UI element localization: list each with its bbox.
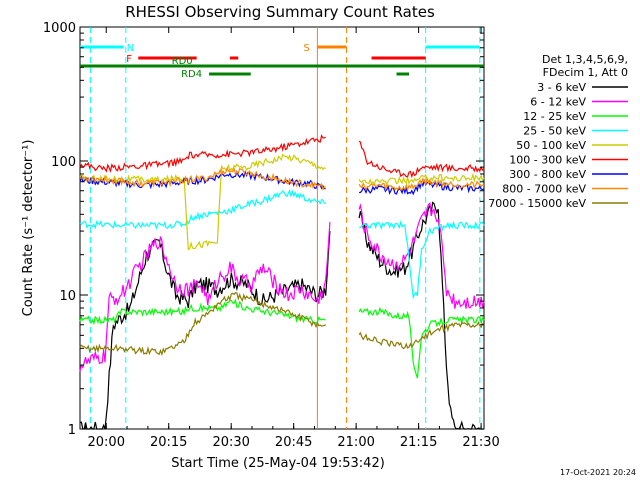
series-line-3-0 [79,189,326,231]
legend-header-1: FDecim 1, Att 0 [543,66,628,79]
legend-label-7: 800 - 7000 keV [502,183,586,196]
chart-title: RHESSI Observing Summary Count Rates [125,3,435,21]
vertical-markers [89,27,481,429]
x-tick-label-6: 21:30 [462,435,499,450]
y-axis-label: Count Rate (s⁻¹ detector⁻¹) [21,140,36,317]
series-line-2-0 [79,298,326,326]
legend-label-2: 12 - 25 keV [523,110,586,123]
legend-label-8: 7000 - 15000 keV [488,197,586,210]
x-tick-label-3: 20:45 [275,435,312,450]
x-tick-label-4: 21:00 [337,435,374,450]
series-line-7-0 [79,166,326,191]
series-line-0-0 [79,231,331,430]
series-line-8-1 [358,321,485,350]
timestamp: 17-Oct-2021 20:24 [560,468,636,477]
flag-bars: N S F RD0 RD4 [80,43,484,80]
series-line-1-1 [358,201,485,309]
y-tick-label-0: 1 [68,423,76,438]
legend-label-3: 25 - 50 keV [523,125,586,138]
series-line-4-1 [358,172,485,187]
plot-area: N S F RD0 RD4 [79,26,485,430]
y-tick-label-3: 1000 [43,21,76,36]
flag-label-n: N [127,43,134,54]
plot-frame [79,26,485,430]
series-lines [79,133,485,430]
flag-label-f: F [126,54,132,65]
legend-label-4: 50 - 100 keV [516,139,586,152]
x-tick-label-0: 20:00 [88,435,125,450]
legend-label-5: 100 - 300 keV [509,154,586,167]
y-axis: 1 10 100 1000 [43,21,484,438]
legend: Det 1,3,4,5,6,9,FDecim 1, Att 0 3 - 6 keV… [488,53,628,210]
y-tick-label-2: 100 [51,155,76,170]
x-axis: 20:00 20:15 20:30 20:45 21:00 21:15 21:30 [84,27,500,450]
series-line-5-0 [79,133,326,173]
x-tick-label-5: 21:15 [400,435,437,450]
y-tick-label-1: 10 [59,289,76,304]
series-line-5-1 [358,140,485,179]
legend-label-6: 300 - 800 keV [509,168,586,181]
series-line-4-0 [79,153,326,251]
series-line-7-1 [358,176,485,192]
series-line-1-0 [79,222,331,372]
series-line-0-1 [358,201,484,430]
series-line-3-1 [359,220,485,300]
x-tick-label-1: 20:15 [150,435,187,450]
series-line-2-1 [358,306,485,379]
series-line-8-0 [79,292,326,357]
x-axis-label: Start Time (25-May-04 19:53:42) [171,456,385,471]
legend-label-1: 6 - 12 keV [530,96,586,109]
flag-label-rd0: RD0 [172,56,193,67]
flag-label-s: S [303,43,309,54]
x-tick-label-2: 20:30 [212,435,249,450]
legend-header-0: Det 1,3,4,5,6,9, [542,53,628,66]
legend-label-0: 3 - 6 keV [537,81,586,94]
flag-label-rd4: RD4 [181,69,202,80]
